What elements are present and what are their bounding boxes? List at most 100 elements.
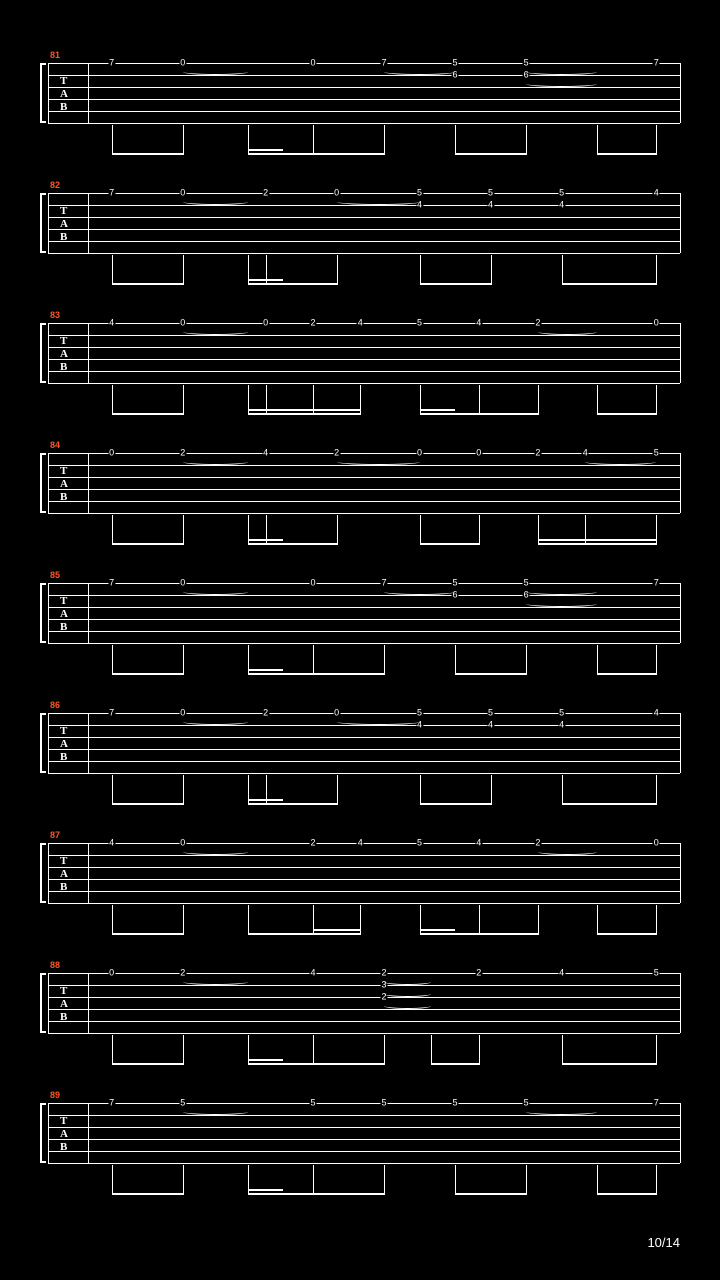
fret-number: 2: [380, 969, 387, 978]
fret-number: 7: [108, 59, 115, 68]
tie-arc: [526, 1109, 597, 1115]
note-stem: [656, 1165, 657, 1195]
tie-arc: [384, 991, 431, 997]
stave-line: [48, 595, 680, 596]
beam: [248, 1063, 384, 1065]
stave-line: [48, 737, 680, 738]
tab-clef-label: TAB: [60, 855, 68, 894]
stave-line: [48, 973, 680, 974]
fret-number: 4: [475, 319, 482, 328]
barline: [48, 323, 49, 383]
fret-number: 0: [653, 319, 660, 328]
note-stem: [597, 905, 598, 935]
fret-number: 0: [309, 59, 316, 68]
fret-number: 0: [309, 579, 316, 588]
note-stem: [313, 125, 314, 155]
note-stem: [597, 125, 598, 155]
stave-line: [48, 253, 680, 254]
fret-number: 2: [262, 709, 269, 718]
stave-line: [48, 347, 680, 348]
note-stem: [248, 1035, 249, 1065]
stave-line: [48, 867, 680, 868]
tie-arc: [183, 979, 248, 985]
fret-number: 2: [475, 969, 482, 978]
beam: [597, 933, 656, 935]
stave-line: [48, 111, 680, 112]
note-stem: [479, 385, 480, 415]
fret-number: 5: [452, 579, 459, 588]
system-bracket: [40, 973, 46, 1033]
beam-secondary: [248, 149, 284, 151]
beam: [455, 673, 526, 675]
barline: [680, 973, 681, 1033]
stave-line: [48, 1033, 680, 1034]
tie-arc: [538, 329, 597, 335]
barline: [680, 583, 681, 643]
stave-line: [48, 773, 680, 774]
tab-measure-row: 86TAB70205454544: [40, 705, 680, 820]
tab-clef-label: TAB: [60, 465, 68, 504]
note-stem: [597, 385, 598, 415]
barline: [88, 1103, 89, 1163]
note-stem: [313, 1035, 314, 1065]
note-stem: [360, 385, 361, 415]
tab-measure-row: 88TAB024232245: [40, 965, 680, 1080]
beam: [248, 803, 337, 805]
beam-secondary: [420, 929, 456, 931]
barline: [88, 973, 89, 1033]
stave-line: [48, 371, 680, 372]
fret-number: 4: [309, 969, 316, 978]
tie-arc: [183, 199, 248, 205]
fret-number: 5: [416, 319, 423, 328]
beam: [420, 283, 491, 285]
tie-arc: [384, 589, 455, 595]
fret-number: 4: [108, 319, 115, 328]
tab-measure-row: 81TAB700756567: [40, 55, 680, 170]
tie-arc: [384, 1003, 431, 1009]
note-stem: [112, 255, 113, 285]
tie-arc: [183, 69, 248, 75]
beam: [248, 283, 337, 285]
system-bracket: [40, 323, 46, 383]
note-stem: [562, 1035, 563, 1065]
note-stem: [420, 515, 421, 545]
beam-secondary: [538, 539, 656, 541]
stave-line: [48, 843, 680, 844]
beam: [248, 933, 360, 935]
stave-line: [48, 619, 680, 620]
tab-stave: TAB400245420: [48, 323, 680, 383]
note-stem: [248, 645, 249, 675]
beam: [455, 1193, 526, 1195]
note-stem: [183, 255, 184, 285]
stave-line: [48, 997, 680, 998]
note-stem: [656, 385, 657, 415]
fret-number: 5: [452, 59, 459, 68]
beam-secondary: [313, 929, 360, 931]
note-stem: [313, 385, 314, 415]
note-stem: [420, 255, 421, 285]
tab-stave: TAB70205454544: [48, 713, 680, 773]
stave-line: [48, 193, 680, 194]
beam: [431, 1063, 478, 1065]
note-stem: [183, 1165, 184, 1195]
bar-number: 86: [50, 700, 60, 710]
note-stem: [455, 125, 456, 155]
note-stem: [360, 905, 361, 935]
note-stem: [248, 125, 249, 155]
fret-number: 7: [108, 709, 115, 718]
note-stem: [248, 515, 249, 545]
fret-number: 0: [333, 709, 340, 718]
fret-number: 7: [653, 1099, 660, 1108]
note-stem: [562, 775, 563, 805]
barline: [680, 1103, 681, 1163]
beam-secondary: [248, 1189, 284, 1191]
beam-secondary: [248, 669, 284, 671]
stave-line: [48, 879, 680, 880]
fret-number: 7: [653, 59, 660, 68]
beam: [420, 803, 491, 805]
note-stem: [183, 515, 184, 545]
fret-number: 5: [523, 1099, 530, 1108]
tab-measure-row: 89TAB7555557: [40, 1095, 680, 1210]
fret-number: 4: [357, 319, 364, 328]
beam: [597, 153, 656, 155]
